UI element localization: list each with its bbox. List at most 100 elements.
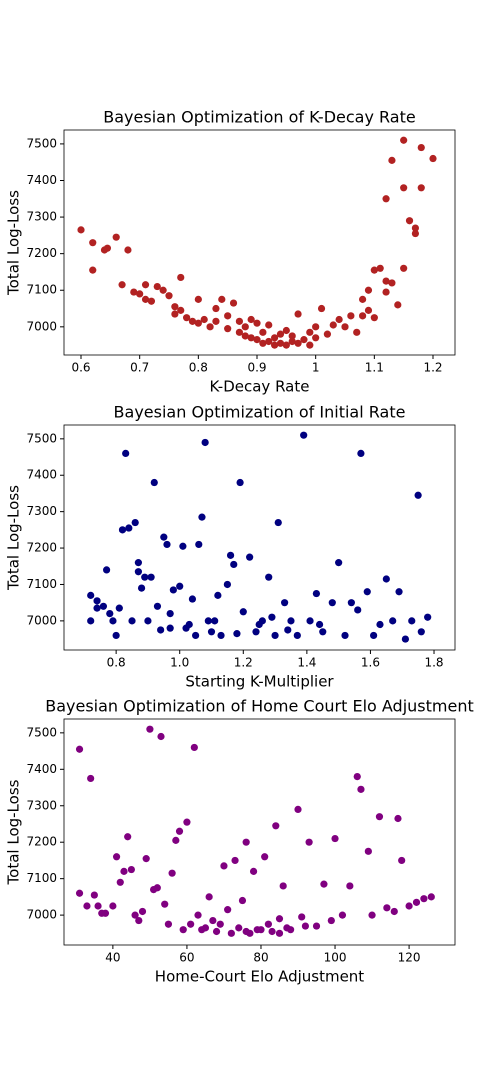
- point: [194, 911, 202, 919]
- point: [112, 853, 121, 861]
- point: [224, 906, 232, 914]
- point: [390, 907, 398, 916]
- y-tick-label: 7000: [26, 319, 57, 333]
- point: [249, 867, 258, 875]
- point: [130, 288, 138, 296]
- y-axis-label: Total Log-Loss: [5, 190, 23, 296]
- point: [268, 613, 276, 621]
- point: [241, 332, 249, 340]
- point: [120, 867, 128, 875]
- x-tick-label: 1.2: [234, 656, 253, 670]
- point: [103, 244, 112, 252]
- point: [272, 822, 280, 830]
- point: [261, 853, 269, 861]
- point: [368, 911, 376, 919]
- point: [183, 818, 191, 826]
- point: [370, 266, 378, 274]
- plot-frame: [63, 424, 456, 651]
- point: [383, 904, 391, 912]
- point: [201, 924, 210, 932]
- point: [341, 631, 349, 640]
- point: [401, 635, 410, 643]
- point: [388, 279, 396, 287]
- point: [357, 449, 365, 457]
- point: [218, 295, 226, 303]
- x-tick-label: 1: [312, 361, 320, 375]
- point: [195, 540, 203, 549]
- point: [102, 566, 111, 574]
- point: [216, 920, 224, 928]
- point: [359, 295, 367, 303]
- y-tick-label: 7300: [26, 504, 57, 518]
- y-tick-label: 7400: [26, 762, 57, 776]
- point: [175, 827, 184, 835]
- point: [83, 902, 91, 910]
- point: [144, 617, 152, 625]
- point: [338, 911, 347, 919]
- point: [275, 929, 284, 937]
- point: [312, 323, 320, 331]
- point: [382, 288, 390, 296]
- point: [271, 631, 279, 640]
- point: [398, 856, 406, 865]
- point: [177, 273, 185, 282]
- point: [166, 609, 174, 618]
- point: [124, 833, 132, 841]
- point: [165, 292, 173, 300]
- point: [112, 631, 120, 640]
- x-tick-label: 0.6: [71, 361, 90, 375]
- point: [211, 617, 219, 625]
- point: [331, 834, 339, 843]
- point: [364, 847, 372, 855]
- point: [236, 478, 244, 487]
- point: [163, 540, 171, 549]
- point: [77, 226, 85, 234]
- point: [171, 310, 179, 318]
- point: [118, 526, 127, 534]
- point: [212, 927, 221, 936]
- point: [268, 927, 276, 936]
- y-tick-label: 7200: [26, 541, 57, 555]
- point: [255, 620, 263, 629]
- point: [279, 882, 287, 890]
- point: [319, 628, 327, 636]
- point: [112, 233, 120, 241]
- point: [357, 785, 365, 793]
- x-axis-label: Home-Court Elo Adjustment: [155, 968, 365, 986]
- point: [99, 602, 108, 610]
- y-tick-label: 7000: [26, 908, 57, 922]
- point: [400, 136, 408, 144]
- point: [188, 595, 197, 603]
- x-tick-label: 60: [179, 951, 194, 965]
- point: [363, 588, 371, 596]
- point: [288, 337, 296, 346]
- point: [157, 732, 165, 741]
- point: [183, 314, 191, 322]
- point: [388, 156, 396, 164]
- point: [204, 617, 212, 625]
- point: [317, 304, 326, 313]
- point: [239, 608, 247, 616]
- point: [424, 613, 432, 621]
- point: [122, 449, 130, 457]
- point: [247, 315, 255, 324]
- point: [87, 774, 95, 783]
- point: [153, 282, 161, 291]
- point: [179, 542, 187, 550]
- point: [265, 321, 273, 329]
- point: [347, 312, 355, 320]
- point: [417, 628, 425, 636]
- point: [217, 631, 225, 640]
- point: [241, 323, 249, 331]
- point: [306, 341, 314, 349]
- point: [414, 491, 422, 499]
- point: [109, 902, 117, 910]
- point: [160, 533, 168, 541]
- point: [264, 920, 272, 928]
- y-tick-label: 7400: [26, 468, 57, 482]
- point: [400, 184, 408, 192]
- point: [231, 856, 239, 865]
- point: [284, 626, 292, 634]
- y-tick-label: 7500: [26, 725, 57, 739]
- point: [252, 628, 260, 636]
